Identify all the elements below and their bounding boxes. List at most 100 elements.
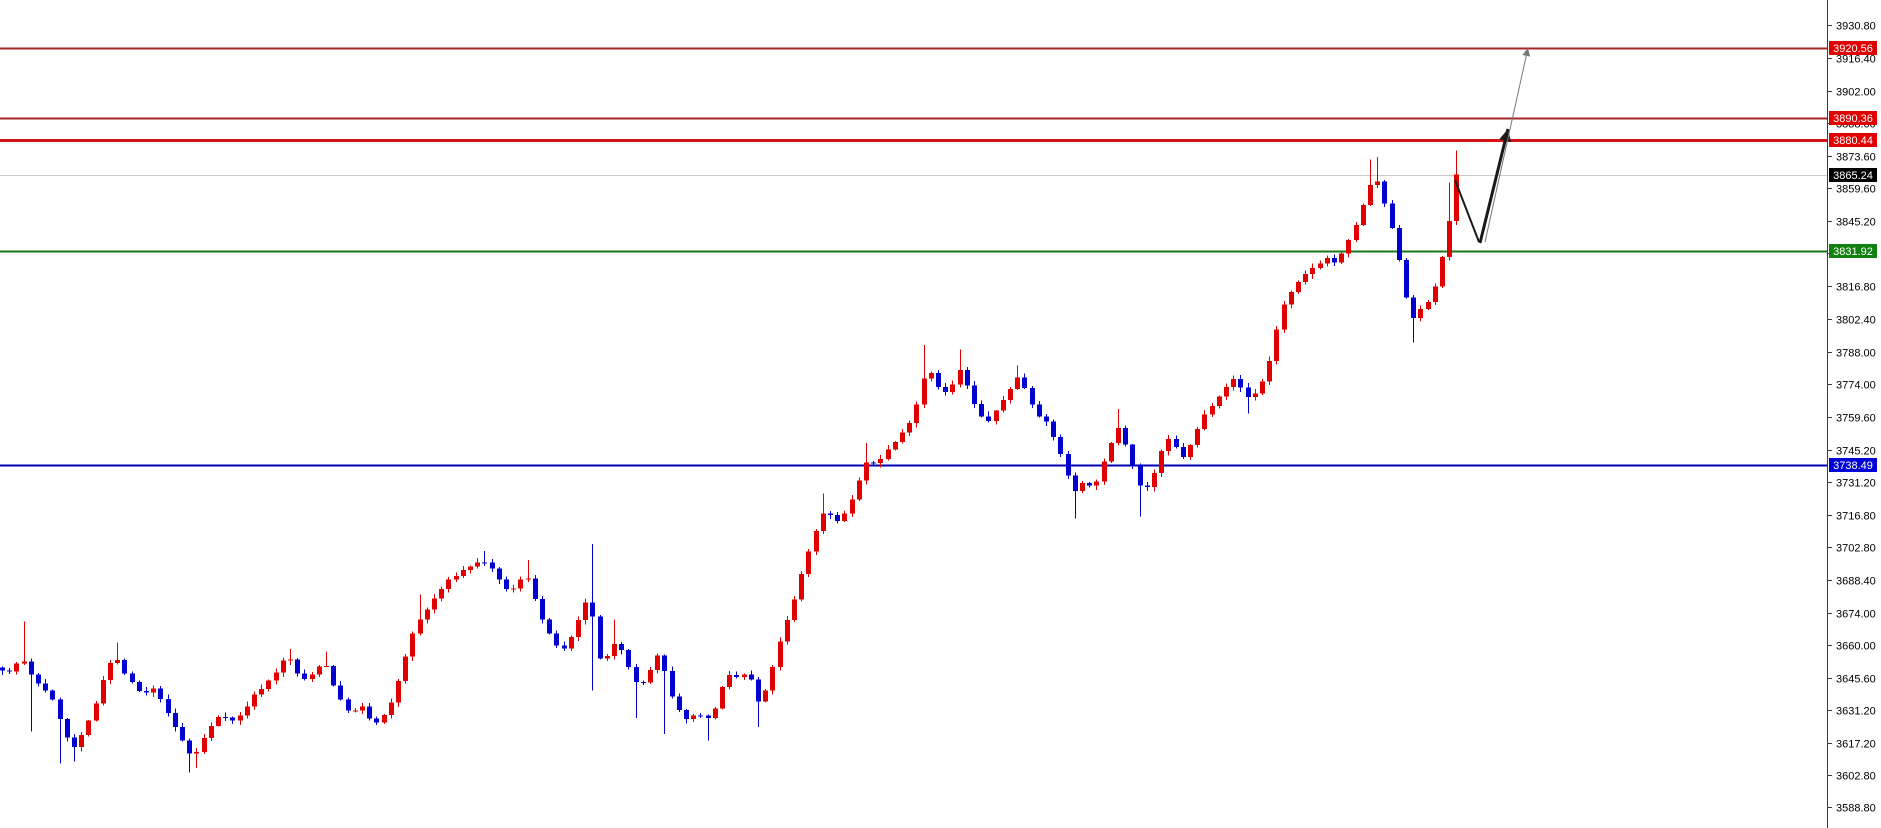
candle-body <box>1210 406 1215 415</box>
candle-body <box>324 665 329 667</box>
candle-body <box>958 370 963 385</box>
candle-body <box>662 655 667 671</box>
candle-body <box>382 715 387 723</box>
candle-body <box>936 372 941 388</box>
candle-body <box>727 675 732 687</box>
resistance-line-3880-tag <box>1829 133 1877 147</box>
support-line-3738-tag <box>1829 458 1877 472</box>
candle-body <box>317 666 322 675</box>
candle-body <box>43 683 48 691</box>
axis-tick-label: 3873.60 <box>1836 152 1876 164</box>
candle-body <box>1375 181 1380 185</box>
candle-body <box>792 599 797 621</box>
candle-body <box>58 699 63 719</box>
candle-body <box>1318 263 1323 268</box>
candle-body <box>734 675 739 678</box>
candle-body <box>1188 444 1193 458</box>
candle-body <box>749 674 754 680</box>
candle-body <box>302 673 307 680</box>
resistance-line-3920-tag-label: 3920.56 <box>1833 43 1873 55</box>
candle-body <box>770 666 775 691</box>
candle-body <box>36 674 41 684</box>
candle-body <box>1037 404 1042 417</box>
candle-body <box>1246 387 1251 397</box>
projection-arrow-up-1[interactable] <box>1478 128 1510 244</box>
candle-body <box>554 633 559 646</box>
axis-tick-label: 3731.20 <box>1836 478 1876 490</box>
resistance-line-3890-tag <box>1829 111 1877 125</box>
candle-body <box>1454 174 1459 222</box>
candle-body <box>612 644 617 656</box>
candle-body <box>432 598 437 610</box>
candle-body <box>1166 438 1171 452</box>
candle-body <box>540 598 545 620</box>
candle-body <box>353 710 358 712</box>
candle-body <box>1354 224 1359 240</box>
projection-arrow-up-2-head <box>1522 48 1531 57</box>
candle-body <box>864 462 869 481</box>
candle-body <box>1282 304 1287 330</box>
candle-body <box>720 686 725 709</box>
candle-body <box>835 514 840 521</box>
candle-body <box>144 691 149 693</box>
candle-body <box>806 551 811 575</box>
axis-tick-label: 3745.20 <box>1836 446 1876 458</box>
candle-body <box>857 480 862 500</box>
axis-tick-label: 3788.00 <box>1836 348 1876 360</box>
candle-body <box>511 588 516 590</box>
candle-body <box>202 737 207 752</box>
candle-body <box>1382 181 1387 204</box>
pullback-trendline[interactable] <box>1454 179 1480 243</box>
candle-body <box>994 410 999 421</box>
support-line-3738-tag-label: 3738.49 <box>1833 460 1873 472</box>
projection-arrow-up-2[interactable] <box>1484 47 1529 243</box>
candle-body <box>1030 387 1035 405</box>
candle-body <box>878 459 883 463</box>
candle-body <box>1109 442 1114 462</box>
candle-body <box>1066 453 1071 476</box>
axis-tick-label: 3588.80 <box>1836 803 1876 815</box>
candle-body <box>893 442 898 450</box>
candle-body <box>677 696 682 711</box>
axis-tick-label: 3802.40 <box>1836 315 1876 327</box>
axis-tick-label: 3716.80 <box>1836 511 1876 523</box>
candle-body <box>1102 461 1107 482</box>
candle-body <box>22 661 27 664</box>
candle-body <box>396 681 401 703</box>
candle-body <box>137 682 142 692</box>
axis-tick-label: 3845.20 <box>1836 217 1876 229</box>
candle-body <box>266 680 271 690</box>
candle-body <box>1058 436 1063 454</box>
candle-body <box>1123 427 1128 445</box>
candle-body <box>1159 451 1164 473</box>
candle-body <box>360 706 365 711</box>
candle-body <box>1087 483 1092 486</box>
candle-body <box>533 578 538 599</box>
candle-body <box>886 449 891 460</box>
candle-body <box>1145 485 1150 487</box>
resistance-line-3880-tag-label: 3880.44 <box>1833 135 1873 147</box>
candle-body <box>410 633 415 657</box>
candle-body <box>1015 377 1020 390</box>
candle-body <box>1361 205 1366 225</box>
candle-body <box>346 699 351 711</box>
candle-body <box>504 579 509 590</box>
candle-body <box>108 662 113 680</box>
candle-body <box>518 579 523 589</box>
price-axis[interactable] <box>1827 0 1881 828</box>
current-price-line-tag-label: 3865.24 <box>1833 170 1873 182</box>
candle-body <box>50 690 55 700</box>
axis-tick-label: 3759.60 <box>1836 413 1876 425</box>
candle-body <box>475 562 480 567</box>
candle-body <box>173 712 178 727</box>
candle-body <box>7 670 12 672</box>
candle-body <box>1267 360 1272 382</box>
candle-body <box>166 699 171 713</box>
candle-body <box>655 655 660 670</box>
candle-body <box>1044 416 1049 422</box>
candle-body <box>1181 446 1186 458</box>
candle-body <box>1390 203 1395 228</box>
candle-body <box>1217 396 1222 407</box>
